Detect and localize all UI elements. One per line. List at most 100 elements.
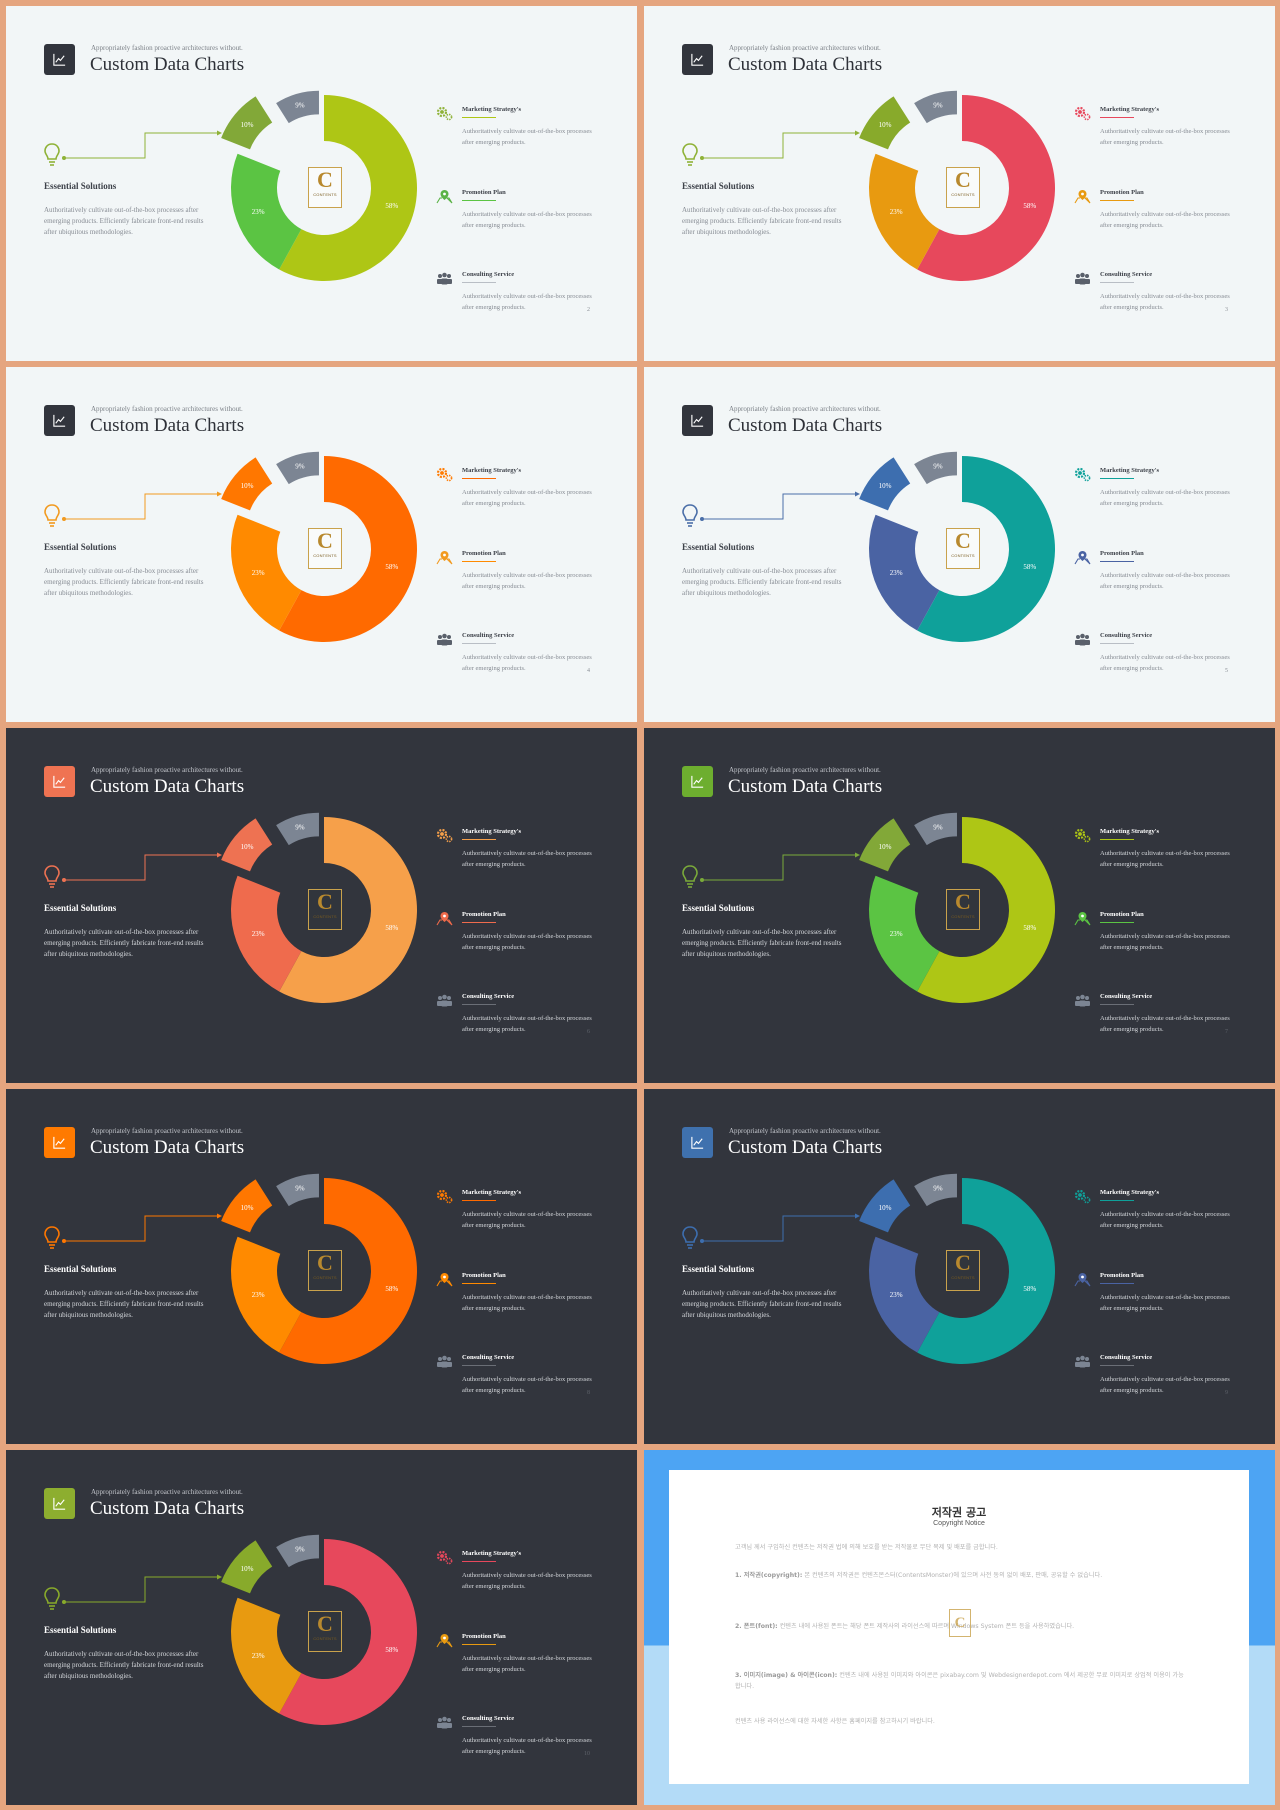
feature-body: Authoritatively cultivate out-of-the-box… [462,1655,592,1673]
donut-segment-23pct [869,514,940,631]
slide-title: Custom Data Charts [90,54,245,75]
callout-connector [700,130,860,160]
donut-label: 23% [890,930,903,938]
donut-label: 23% [252,930,265,938]
slide-title: Custom Data Charts [90,1137,245,1158]
lightbulb-icon [44,504,60,527]
chart-slide-3[interactable]: Appropriately fashion proactive architec… [644,6,1275,361]
logo-text: CONTENTS [951,553,975,558]
notice-watermark-logo: C [949,1609,971,1637]
feature-title: Promotion Plan [462,1633,506,1640]
feature-divider [1100,117,1134,118]
feature-body: Authoritatively cultivate out-of-the-box… [462,211,592,229]
donut-segment-58pct [917,1178,1055,1364]
lightbulb-icon [44,143,60,166]
donut-label: 58% [385,1646,398,1654]
feature-title: Promotion Plan [1100,189,1144,196]
slide-subtitle: Appropriately fashion proactive architec… [729,44,881,52]
chart-slide-2[interactable]: Appropriately fashion proactive architec… [6,6,637,361]
donut-label: 58% [385,202,398,210]
feature-body: Authoritatively cultivate out-of-the-box… [462,128,592,146]
feature-divider [462,1365,496,1366]
feature-body: Authoritatively cultivate out-of-the-box… [1100,211,1230,229]
donut-segment-23pct [231,1597,302,1714]
chart-slide-6[interactable]: Appropriately fashion proactive architec… [6,728,637,1083]
donut-segment-9pct [276,1534,319,1568]
chart-slide-5[interactable]: Appropriately fashion proactive architec… [644,367,1275,722]
gears-icon [1074,828,1091,843]
feature-title: Consulting Service [462,1715,515,1722]
donut-segment-23pct [231,514,302,631]
logo-letter: C [317,167,333,192]
copyright-notice-slide[interactable]: 저작권 공고 Copyright Notice 고객님 께서 구입하신 컨텐츠는… [644,1450,1275,1805]
feature-title: Promotion Plan [462,189,506,196]
people-icon [1075,994,1090,1007]
chart-slide-8[interactable]: Appropriately fashion proactive architec… [6,1089,637,1444]
people-icon [437,1716,452,1729]
feature-body: Authoritatively cultivate out-of-the-box… [462,933,592,951]
chart-slide-7[interactable]: Appropriately fashion proactive architec… [644,728,1275,1083]
donut-chart: 58% 23% 10% 9% [221,1173,417,1364]
feature-title: Consulting Service [1100,993,1153,1000]
essential-solutions-heading: Essential Solutions [682,1264,755,1274]
chart-slide-9[interactable]: Appropriately fashion proactive architec… [644,1089,1275,1444]
feature-body: Authoritatively cultivate out-of-the-box… [1100,1015,1230,1033]
essential-solutions-body: Authoritatively cultivate out-of-the-box… [682,206,842,236]
gears-icon [436,1550,453,1565]
slide-title: Custom Data Charts [90,415,245,436]
contents-logo: C CONTENTS [946,167,980,208]
map-pin-icon [1074,912,1091,926]
donut-label: 9% [933,1185,943,1193]
line-chart-icon [691,53,704,66]
feature-body: Authoritatively cultivate out-of-the-box… [1100,933,1230,951]
feature-title: Consulting Service [1100,271,1153,278]
notice-paper: 저작권 공고 Copyright Notice 고객님 께서 구입하신 컨텐츠는… [669,1470,1249,1784]
logo-text: CONTENTS [313,192,337,197]
donut-segment-58pct [279,817,417,1003]
line-chart-icon [691,414,704,427]
people-icon [437,272,452,285]
donut-chart: 58% 23% 10% 9% [859,812,1055,1003]
chart-badge [682,1127,713,1158]
essential-solutions-body: Authoritatively cultivate out-of-the-box… [44,567,204,597]
donut-segment-58pct [279,1539,417,1725]
donut-label: 23% [890,569,903,577]
donut-segment-58pct [917,817,1055,1003]
page-number: 6 [587,1029,590,1035]
gears-icon [1074,106,1091,121]
feature-title: Marketing Strategy's [462,828,522,835]
logo-text: CONTENTS [951,192,975,197]
lightbulb-icon [682,865,698,888]
notice-section-body: 본 컨텐츠의 저작권은 컨텐츠몬스터(ContentsMonster)에 있으며… [804,1572,1103,1579]
chart-badge [44,405,75,436]
slide-title: Custom Data Charts [90,776,245,797]
feature-title: Consulting Service [1100,632,1153,639]
feature-title: Marketing Strategy's [462,106,522,113]
donut-label: 9% [295,102,305,110]
donut-segment-23pct [869,1236,940,1353]
feature-divider [462,200,496,201]
page-number: 5 [1225,668,1228,674]
logo-text: CONTENTS [951,914,975,919]
feature-divider [462,1726,496,1727]
essential-solutions-body: Authoritatively cultivate out-of-the-box… [44,1289,204,1319]
feature-divider [462,1644,496,1645]
feature-body: Authoritatively cultivate out-of-the-box… [1100,489,1230,507]
chart-slide-4[interactable]: Appropriately fashion proactive architec… [6,367,637,722]
line-chart-icon [53,1136,66,1149]
feature-title: Marketing Strategy's [1100,1189,1160,1196]
slide-subtitle: Appropriately fashion proactive architec… [91,1127,243,1135]
feature-body: Authoritatively cultivate out-of-the-box… [462,654,592,672]
feature-divider [1100,1004,1134,1005]
contents-logo: C CONTENTS [946,528,980,569]
donut-chart: 58% 23% 10% 9% [221,812,417,1003]
essential-solutions-body: Authoritatively cultivate out-of-the-box… [44,928,204,958]
feature-body: Authoritatively cultivate out-of-the-box… [462,572,592,590]
notice-section-1: 1. 저작권(copyright): 본 컨텐츠의 저작권은 컨텐츠몬스터(Co… [735,1570,1187,1581]
feature-body: Authoritatively cultivate out-of-the-box… [1100,654,1230,672]
chart-slide-10[interactable]: Appropriately fashion proactive architec… [6,1450,637,1805]
feature-divider [462,643,496,644]
gears-icon [1074,467,1091,482]
feature-divider [1100,643,1134,644]
donut-segment-58pct [279,456,417,642]
